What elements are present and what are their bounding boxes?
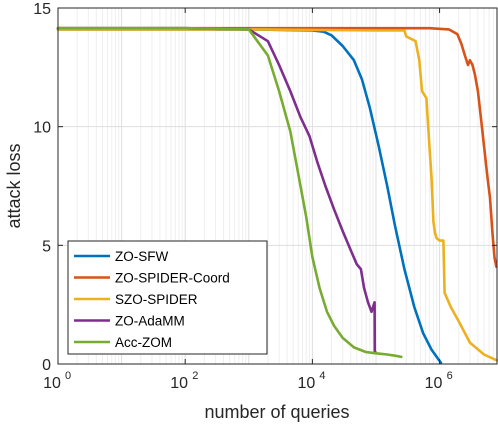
x-tick-label-exponent: 0 (65, 370, 71, 382)
legend-label-2: SZO-SPIDER (115, 292, 198, 307)
series-lines (56, 26, 498, 365)
y-tick-label: 5 (42, 238, 51, 255)
x-tick-label: 10 (425, 375, 443, 392)
series-line-1 (56, 26, 498, 269)
legend-label-0: ZO-SFW (115, 249, 168, 264)
x-tick-label-exponent: 6 (447, 370, 453, 382)
series-line-2 (56, 28, 498, 362)
x-tick-label: 10 (43, 375, 61, 392)
x-tick-label-exponent: 4 (319, 370, 325, 382)
y-tick-label: 10 (33, 120, 51, 137)
plot-frame (57, 7, 498, 365)
series-line-3 (56, 26, 377, 354)
x-tick-label-exponent: 2 (192, 370, 198, 382)
x-axis-title: number of queries (204, 402, 349, 422)
y-tick-label: 15 (33, 1, 51, 18)
legend-label-1: ZO-SPIDER-Coord (115, 271, 230, 286)
y-axis-title: attack loss (4, 143, 24, 228)
x-tick-label: 10 (297, 375, 315, 392)
legend: ZO-SFW ZO-SPIDER-Coord SZO-SPIDER ZO-AdaMM A… (67, 240, 268, 355)
x-tick-label: 10 (170, 375, 188, 392)
legend-box (67, 240, 268, 355)
y-tick-label: 0 (42, 357, 51, 374)
series-line-0 (56, 28, 443, 365)
axis-ticks (57, 7, 497, 365)
y-tick-labels: 0 5 10 15 (33, 1, 51, 374)
series-line-4 (56, 26, 403, 359)
legend-label-4: Acc-ZOM (115, 335, 172, 350)
legend-label-3: ZO-AdaMM (115, 314, 185, 329)
x-tick-labels: 10 0 10 2 10 4 10 6 (43, 370, 453, 392)
